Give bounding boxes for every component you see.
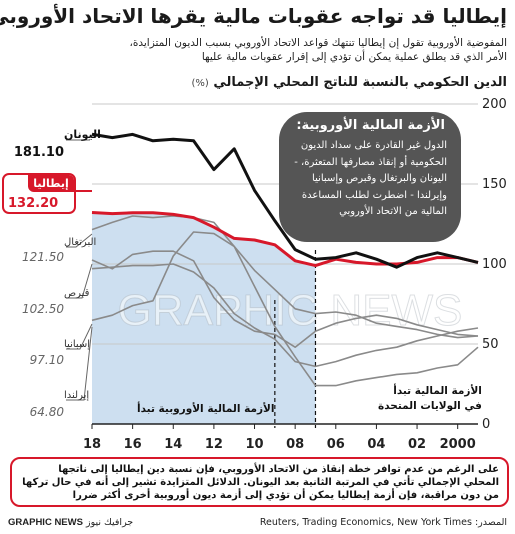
subtitle-line-1: المفوضية الأوروبية تقول إن إيطاليا تنتهك…	[129, 37, 507, 49]
x-axis-ticks: 2000 02 04 06 08 10 12 14 16 18	[83, 424, 476, 452]
leader-2	[66, 233, 93, 248]
watermark: GRAPHIC NEWS	[117, 286, 463, 336]
chart-unit: (%)	[191, 78, 209, 89]
callout-body: الدول غير القادرة على سداد الديون الحكوم…	[294, 140, 447, 217]
watermark-text: GRAPHIC NEWS	[118, 286, 463, 335]
series-name-0: اليونان	[64, 128, 101, 141]
y-tick-150: 150	[482, 177, 507, 192]
series-line-2	[91, 215, 479, 339]
footer-note: على الرغم من عدم توافر خطة إنقاذ من الات…	[22, 464, 499, 501]
italy-value: 132.20	[8, 196, 59, 211]
x-tick-06: 06	[327, 437, 345, 452]
annotation-us-line-1: الأزمة المالية تبدأ	[393, 385, 482, 397]
chart-title-text: الدين الحكومي بالنسبة للناتج المحلي الإج…	[213, 75, 507, 90]
series-value-2: 121.50	[22, 250, 64, 264]
x-tick-04: 04	[367, 437, 385, 452]
chart-title: الدين الحكومي بالنسبة للناتج المحلي الإج…	[191, 75, 507, 90]
x-tick-12: 12	[205, 437, 223, 452]
annotation-us-crisis: الأزمة المالية تبدأ في الولايات المتحدة	[378, 384, 482, 414]
credit-en: GRAPHIC NEWS	[8, 517, 83, 528]
y-tick-100: 100	[482, 257, 507, 272]
subtitle-line-2: الأمر الذي قد يطلق عملية يمكن أن تؤدي إل…	[201, 51, 507, 63]
italy-label-box: إيطاليا 132.20	[2, 173, 76, 214]
series-line-1	[91, 210, 479, 268]
label-leader-lines	[66, 139, 93, 401]
series-value-4: 97.10	[30, 353, 65, 367]
y-tick-0: 0	[482, 417, 490, 432]
y-tick-200: 200	[482, 97, 507, 112]
series-name-4: إسبانيا	[64, 339, 90, 350]
euro-crisis-callout: الأزمة المالية الأوروبية: الدول غير القا…	[279, 112, 461, 242]
y-axis-ticks: 0 50 100 150 200	[482, 97, 507, 432]
series-value-0: 181.10	[14, 145, 64, 160]
annotation-us-line-2: في الولايات المتحدة	[378, 400, 482, 412]
leader-3	[66, 263, 93, 299]
x-tick-14: 14	[164, 437, 182, 452]
annotation-eu-crisis: الأزمة المالية الأوروبية تبدأ	[137, 403, 275, 415]
series-lines	[91, 132, 479, 387]
x-tick-02: 02	[408, 437, 426, 452]
page-title: إيطاليا قد تواجه عقوبات مالية يقرها الات…	[0, 4, 507, 28]
source-line: المصدر: Reuters, Trading Economics, New …	[259, 517, 507, 528]
series-name-5: إيرلندا	[64, 390, 89, 401]
series-line-0	[91, 132, 479, 269]
leader-4	[66, 323, 93, 350]
credit-ar: جرافيك نيوز	[85, 517, 134, 528]
x-tick-10: 10	[245, 437, 263, 452]
leader-5	[66, 326, 93, 401]
credit-line: جرافيك نيوز GRAPHIC NEWS	[8, 517, 133, 528]
x-tick-08: 08	[286, 437, 304, 452]
series-name-3: قبرص	[64, 288, 90, 299]
footer-note-box: على الرغم من عدم توافر خطة إنقاذ من الات…	[10, 457, 509, 507]
callout-title: الأزمة المالية الأوروبية:	[296, 118, 445, 133]
series-line-5	[91, 231, 479, 387]
x-tick-2000: 2000	[440, 437, 476, 452]
event-markers	[274, 250, 317, 428]
series-line-4	[91, 263, 479, 368]
x-tick-16: 16	[124, 437, 142, 452]
series-value-3: 102.50	[22, 302, 64, 316]
series-value-5: 64.80	[30, 405, 65, 419]
y-tick-50: 50	[482, 337, 499, 352]
x-tick-18: 18	[83, 437, 101, 452]
series-name-2: البرتغال	[64, 237, 96, 248]
italy-name: إيطاليا	[28, 175, 74, 192]
